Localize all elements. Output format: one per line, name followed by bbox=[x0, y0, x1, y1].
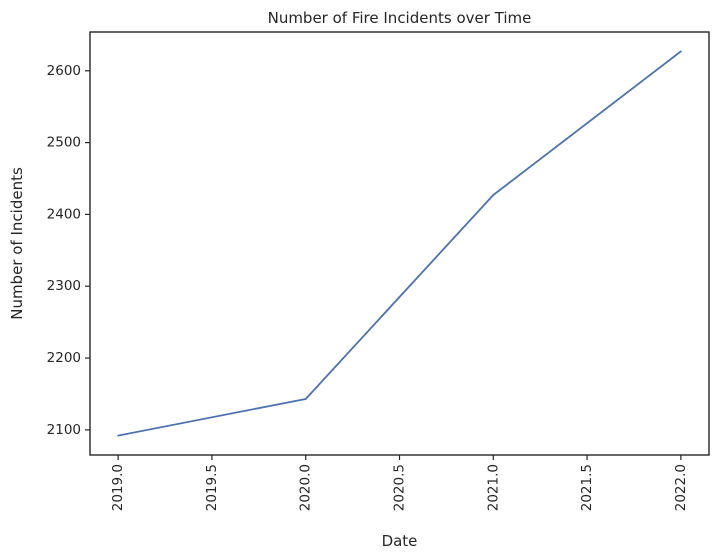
series-layer bbox=[117, 50, 682, 437]
x-tick-label: 2021.5 bbox=[579, 464, 595, 511]
series-line bbox=[117, 50, 682, 437]
y-tick-label: 2400 bbox=[47, 206, 81, 222]
x-axis-label: Date bbox=[382, 532, 418, 550]
x-tick-label: 2019.0 bbox=[110, 464, 126, 511]
x-tick-label: 2020.0 bbox=[298, 464, 314, 511]
x-tick-label: 2022.0 bbox=[673, 464, 689, 511]
y-tick-label: 2600 bbox=[47, 63, 81, 79]
x-tick-label: 2021.0 bbox=[485, 464, 501, 511]
y-tick-label: 2500 bbox=[47, 135, 81, 151]
y-tick-label: 2200 bbox=[47, 350, 81, 366]
plot-frame bbox=[89, 31, 710, 456]
chart-title: Number of Fire Incidents over Time bbox=[268, 9, 532, 27]
x-tick-label: 2020.5 bbox=[392, 464, 408, 511]
y-axis-ticks: 2100 2200 2300 2400 2500 2600 bbox=[47, 63, 90, 438]
y-tick-label: 2300 bbox=[47, 278, 81, 294]
x-axis-ticks: 2019.0 2019.5 2020.0 2020.5 2021.0 2021.5 2022… bbox=[110, 455, 689, 511]
y-axis-label: Number of Incidents bbox=[8, 167, 26, 320]
x-tick-label: 2019.5 bbox=[204, 464, 220, 511]
y-tick-label: 2100 bbox=[47, 422, 81, 438]
